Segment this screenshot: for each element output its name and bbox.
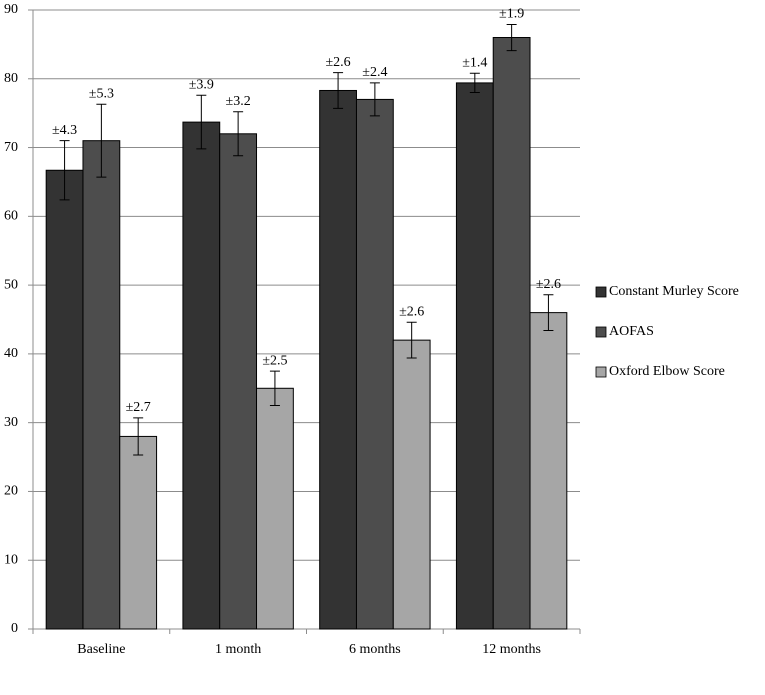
bar xyxy=(119,435,158,630)
bar xyxy=(256,387,294,630)
bar xyxy=(492,37,531,630)
error-bar xyxy=(196,94,207,150)
bar xyxy=(392,339,431,630)
y-tick-label: 70 xyxy=(4,140,18,155)
legend-swatch xyxy=(595,286,607,298)
legend-label: Constant Murley Score xyxy=(609,284,739,299)
bar xyxy=(355,98,394,630)
error-bar xyxy=(59,140,70,201)
error-label: ±5.3 xyxy=(89,86,114,101)
x-tick-label: Baseline xyxy=(77,642,125,657)
error-bar xyxy=(506,23,517,52)
legend-label: AOFAS xyxy=(609,324,654,339)
y-tick-label: 80 xyxy=(4,71,18,86)
y-tick-label: 20 xyxy=(4,484,18,499)
error-label: ±2.6 xyxy=(399,304,424,319)
error-bar xyxy=(543,294,554,332)
bar xyxy=(219,133,258,630)
error-bar xyxy=(333,72,344,109)
error-bar xyxy=(133,417,144,456)
legend-swatch xyxy=(595,366,607,378)
error-label: ±4.3 xyxy=(52,123,77,138)
y-tick-label: 90 xyxy=(4,2,18,17)
error-label: ±2.6 xyxy=(536,277,561,292)
x-tick-label: 6 months xyxy=(349,642,401,657)
y-tick-label: 30 xyxy=(4,415,18,430)
bar xyxy=(45,169,84,630)
bar xyxy=(455,82,494,630)
bar xyxy=(182,121,221,630)
error-label: ±3.2 xyxy=(226,94,251,109)
x-tick-label: 12 months xyxy=(482,642,541,657)
error-bar xyxy=(369,82,380,117)
legend-label: Oxford Elbow Score xyxy=(609,364,725,379)
bar xyxy=(529,312,568,630)
error-label: ±2.6 xyxy=(325,55,350,70)
y-tick-label: 60 xyxy=(4,209,18,224)
error-label: ±1.4 xyxy=(462,55,487,70)
error-bar xyxy=(469,72,480,94)
y-tick-label: 50 xyxy=(4,277,18,292)
error-label: ±3.9 xyxy=(189,78,214,93)
error-bar xyxy=(269,370,280,406)
bar xyxy=(319,89,357,630)
legend-swatch xyxy=(595,326,607,338)
y-tick-label: 10 xyxy=(4,552,18,567)
error-label: ±1.9 xyxy=(499,7,524,22)
x-tick-label: 1 month xyxy=(215,642,261,657)
error-bar xyxy=(233,111,244,157)
error-label: ±2.7 xyxy=(126,400,151,415)
bar xyxy=(82,140,121,630)
error-bar xyxy=(96,103,107,178)
error-bar xyxy=(406,321,417,359)
error-label: ±2.5 xyxy=(262,353,287,368)
error-label: ±2.4 xyxy=(362,65,387,80)
y-tick-label: 40 xyxy=(4,346,18,361)
y-tick-label: 0 xyxy=(11,621,18,636)
